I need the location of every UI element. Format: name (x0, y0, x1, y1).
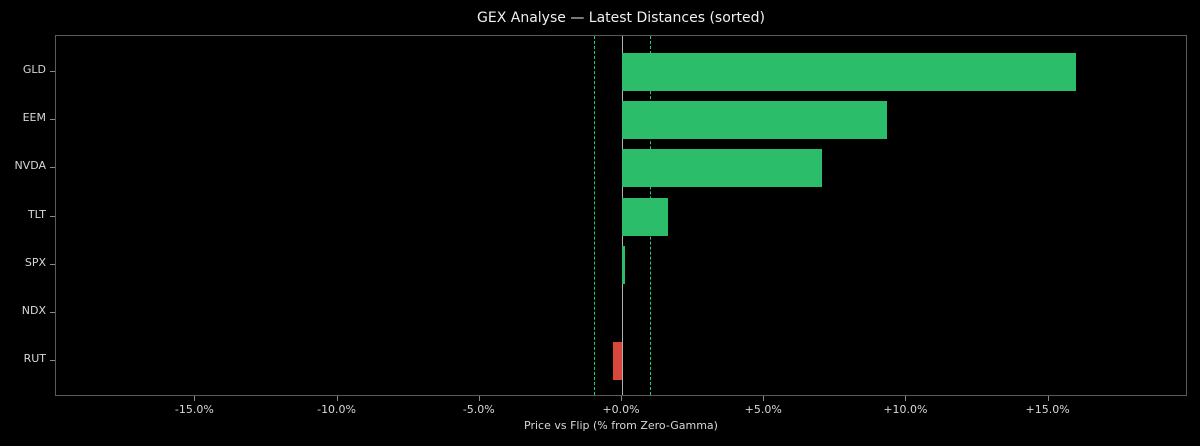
y-tick-label: NVDA (14, 159, 46, 173)
y-tick-label: GLD (22, 63, 46, 76)
x-tick-label: +0.0% (602, 403, 640, 416)
x-tick-mark (194, 396, 196, 401)
x-tick-label: -5.0% (462, 403, 495, 416)
bar-nvda (622, 149, 823, 188)
y-tick-label: RUT (23, 352, 46, 366)
y-tick-mark (50, 119, 55, 121)
y-tick-label: EEM (22, 111, 46, 125)
x-tick-mark (1047, 396, 1049, 401)
y-tick-mark (50, 360, 55, 362)
x-tick-mark (478, 396, 480, 401)
bar-spx (622, 245, 625, 284)
y-tick-mark (50, 312, 55, 313)
x-tick-mark (763, 396, 765, 401)
x-tick-label: +5.0% (744, 403, 782, 416)
x-tick-mark (621, 396, 622, 401)
x-tick-label: -10.0% (317, 403, 357, 416)
x-axis-label: Price vs Flip (% from Zero-Gamma) (524, 419, 718, 432)
bar-rut (612, 342, 622, 381)
bar-eem (622, 101, 888, 140)
bar-gld (622, 53, 1076, 91)
plot-area (55, 35, 1187, 396)
bar-tlt (622, 197, 668, 236)
x-tick-label: +10.0% (883, 403, 928, 416)
y-tick-mark (50, 215, 55, 217)
y-tick-mark (50, 263, 55, 265)
chart-title: GEX Analyse — Latest Distances (sorted) (477, 10, 765, 26)
x-tick-mark (905, 396, 907, 401)
y-tick-mark (50, 167, 55, 169)
threshold-line (593, 36, 595, 395)
y-tick-label: NDX (21, 304, 46, 317)
x-tick-label: +15.0% (1025, 403, 1070, 416)
y-tick-label: TLT (27, 207, 46, 221)
y-tick-mark (50, 71, 55, 72)
y-tick-label: SPX (24, 255, 46, 269)
x-tick-mark (336, 396, 338, 401)
x-tick-label: -15.0% (174, 403, 214, 416)
